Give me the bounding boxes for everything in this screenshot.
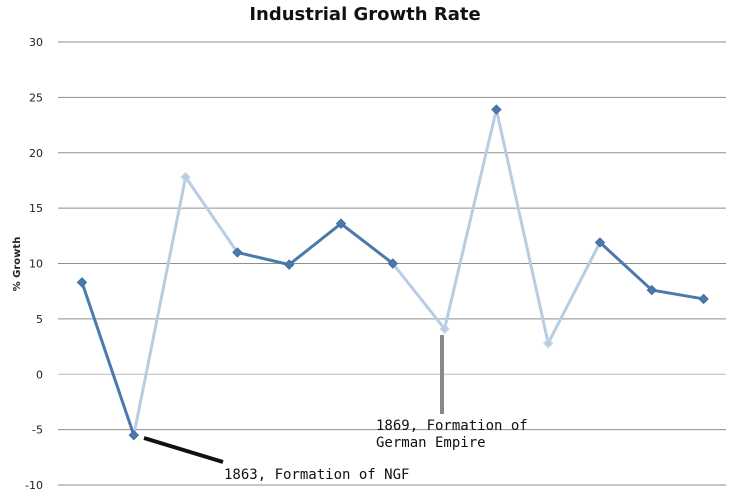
data-point bbox=[698, 293, 709, 305]
series-segment bbox=[287, 222, 343, 267]
y-tick-label: 20 bbox=[29, 147, 43, 160]
annotation-1869-label: 1869, Formation of German Empire bbox=[376, 418, 536, 451]
annotation-1863-label: 1863, Formation of NGF bbox=[224, 467, 409, 483]
annotation-1863-leader-line bbox=[143, 436, 224, 464]
data-point bbox=[128, 429, 140, 441]
y-axis-label: % Growth bbox=[12, 237, 23, 292]
data-point bbox=[76, 277, 88, 288]
y-tick-label: 5 bbox=[36, 313, 43, 326]
annotation-1869-line-2: German Empire bbox=[376, 435, 486, 451]
data-point bbox=[387, 258, 399, 269]
growth-series bbox=[80, 108, 706, 437]
series-segment bbox=[443, 108, 498, 331]
series-segment bbox=[339, 222, 395, 265]
data-point bbox=[283, 259, 295, 270]
y-tick-label: 10 bbox=[29, 258, 43, 271]
series-segment bbox=[132, 175, 188, 437]
y-tick-label: 0 bbox=[36, 368, 43, 381]
y-axis-ticks: 30 25 20 15 10 5 0 -5 -10 bbox=[25, 36, 43, 492]
chart-title: Industrial Growth Rate bbox=[249, 4, 480, 25]
annotation-1863-line-1: 1863, Formation of NGF bbox=[224, 467, 409, 483]
data-point bbox=[594, 237, 606, 248]
growth-data-points bbox=[76, 104, 709, 441]
data-point bbox=[439, 323, 450, 335]
series-segment bbox=[494, 108, 550, 345]
annotation-1869-line-1: 1869, Formation of bbox=[376, 418, 528, 434]
y-tick-label: -10 bbox=[25, 479, 43, 492]
series-segment bbox=[80, 280, 136, 437]
data-point bbox=[335, 218, 347, 229]
data-point bbox=[646, 284, 658, 296]
series-segment bbox=[598, 240, 654, 292]
series-segment bbox=[391, 262, 447, 331]
data-point bbox=[542, 338, 554, 349]
y-tick-label: 15 bbox=[29, 202, 43, 215]
data-point bbox=[180, 171, 191, 183]
series-segment bbox=[184, 175, 239, 254]
y-tick-label: -5 bbox=[32, 424, 43, 437]
series-segment bbox=[546, 240, 602, 345]
series-segment bbox=[235, 250, 291, 267]
series-segment bbox=[650, 288, 706, 301]
y-tick-label: 25 bbox=[29, 91, 43, 104]
y-tick-label: 30 bbox=[29, 36, 43, 49]
annotations: 1863, Formation of NGF 1869, Formation o… bbox=[143, 335, 536, 483]
data-point bbox=[491, 104, 502, 115]
data-point bbox=[232, 247, 243, 258]
